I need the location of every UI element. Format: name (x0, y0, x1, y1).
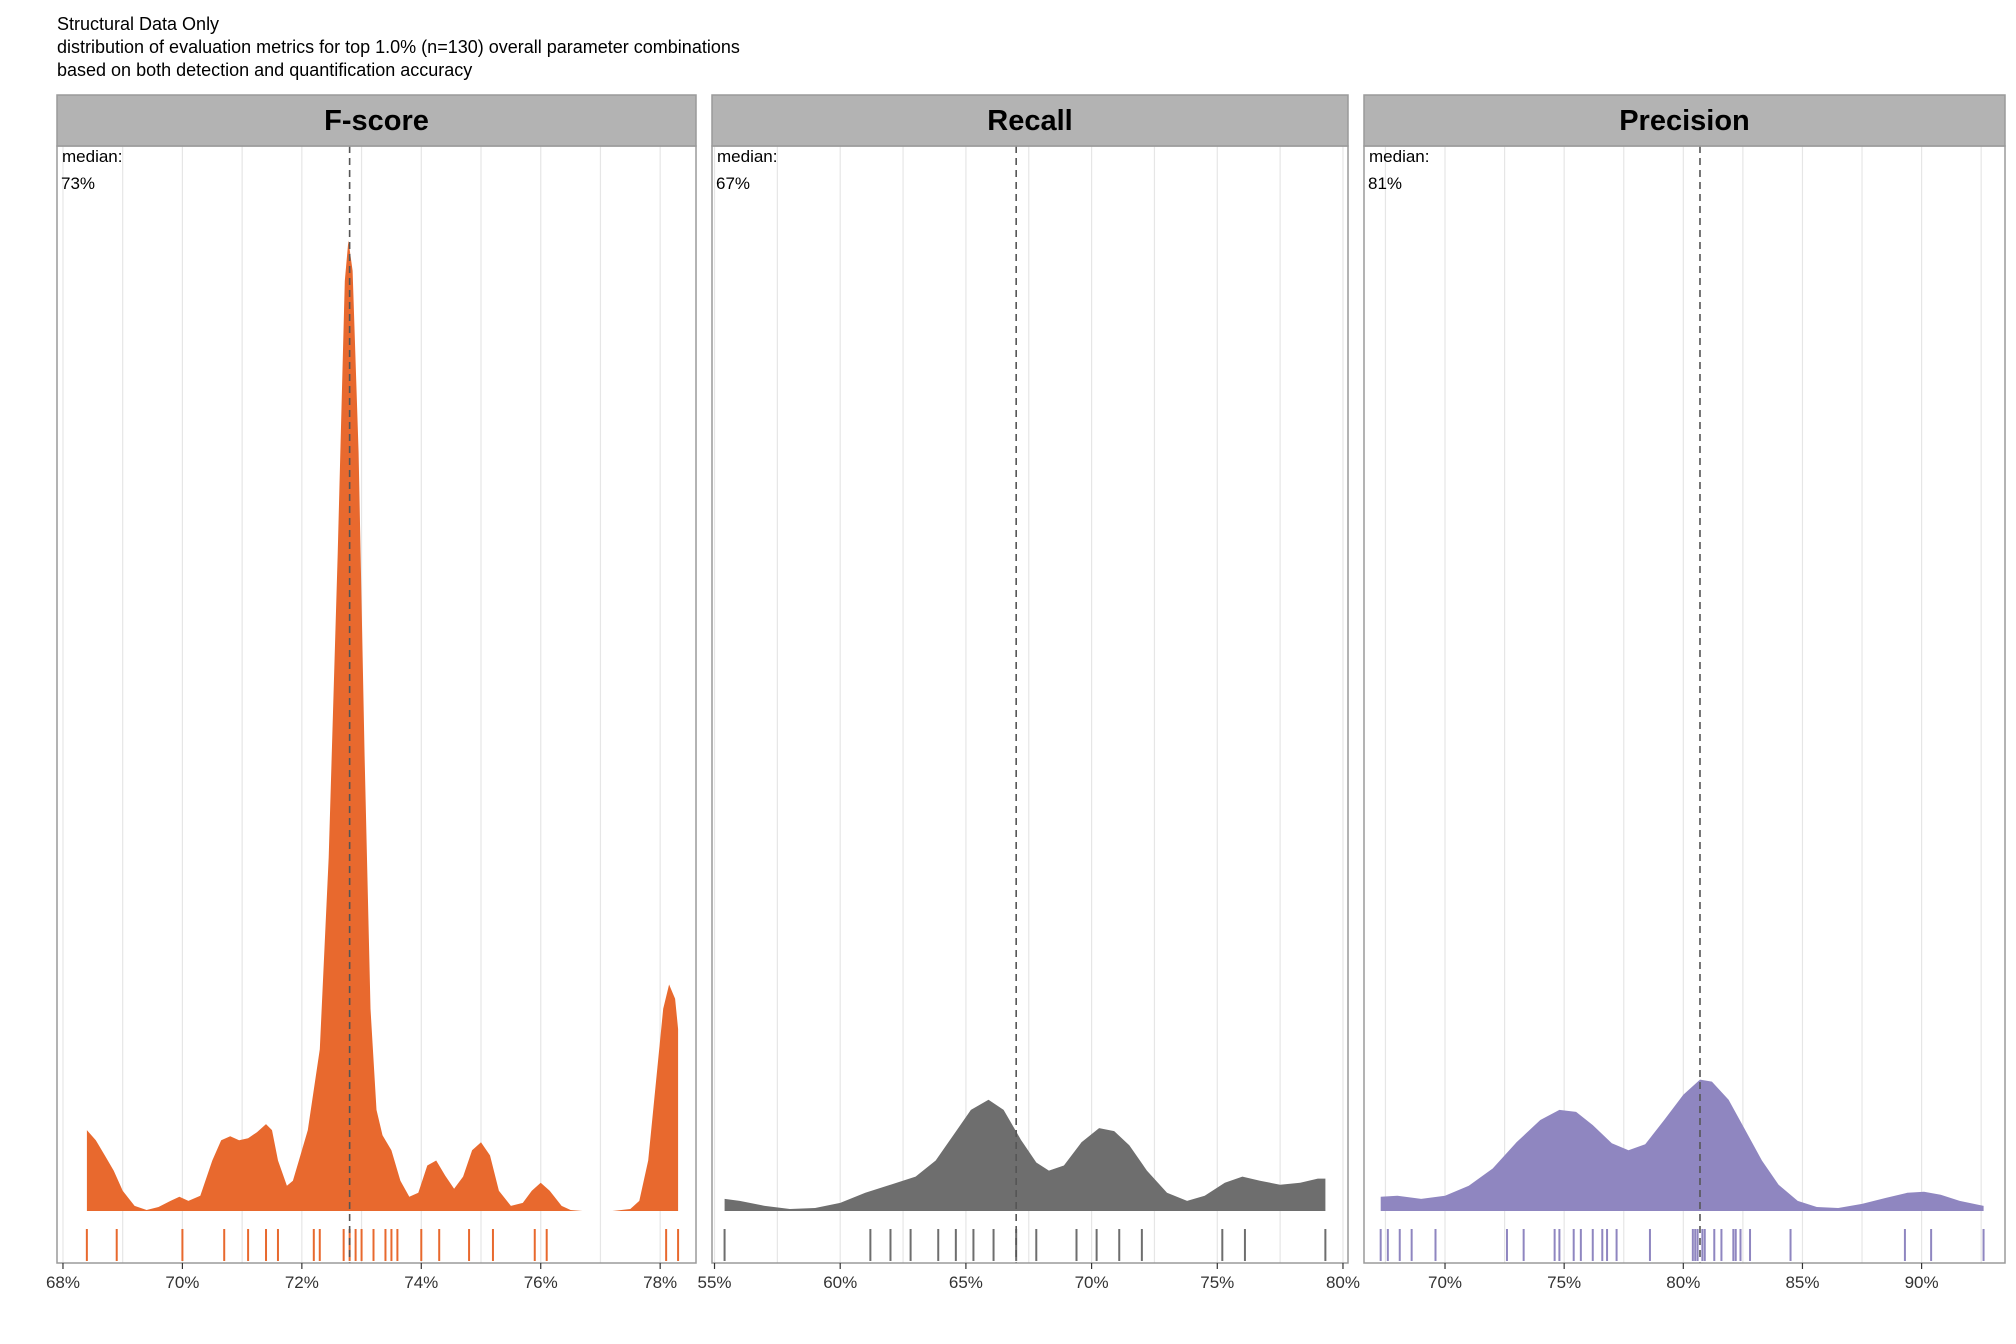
strip-label: Recall (987, 105, 1072, 137)
x-tick-label: 60% (823, 1273, 857, 1292)
x-tick-label: 80% (1666, 1273, 1700, 1292)
chart-subtitle-2: based on both detection and quantificati… (57, 60, 473, 80)
plot-area (1364, 146, 2005, 1263)
median-value: 67% (716, 174, 750, 193)
median-label: median: (62, 147, 122, 166)
plot-area (712, 146, 1348, 1263)
x-tick-label: 70% (1075, 1273, 1109, 1292)
panel-recall: median: 67% Recall 55% 60% 65% 70% 75% 80% (697, 94, 1360, 1292)
median-value: 81% (1368, 174, 1402, 193)
panel-f-score: median: 73% F-score 68% 70% 72% 74% 76% 78% (46, 94, 697, 1292)
x-tick-label: 55% (697, 1273, 731, 1292)
strip-header (1363, 94, 2006, 147)
x-tick-label: 65% (949, 1273, 983, 1292)
median-label: median: (717, 147, 777, 166)
strip-header (56, 94, 697, 147)
strip-label: F-score (324, 105, 429, 137)
x-tick-label: 72% (285, 1273, 319, 1292)
x-tick-label: 74% (404, 1273, 438, 1292)
plot-area (57, 146, 696, 1263)
chart-title-block: Structural Data Only distribution of eva… (57, 13, 740, 82)
chart-title: Structural Data Only (57, 14, 220, 34)
x-tick-label: 68% (46, 1273, 80, 1292)
x-tick-label: 85% (1785, 1273, 1819, 1292)
panel-precision: median: 81% Precision 70% 75% 80% 85% 90% (1363, 94, 2006, 1292)
x-tick-label: 75% (1200, 1273, 1234, 1292)
strip-header (711, 94, 1349, 147)
x-tick-label: 80% (1326, 1273, 1360, 1292)
median-value: 73% (61, 174, 95, 193)
density-area (1380, 1079, 1984, 1211)
strip-label: Precision (1619, 105, 1750, 137)
density-area (724, 1099, 1326, 1211)
median-label: median: (1369, 147, 1429, 166)
x-tick-label: 75% (1547, 1273, 1581, 1292)
chart-subtitle-1: distribution of evaluation metrics for t… (57, 37, 740, 57)
x-tick-label: 70% (165, 1273, 199, 1292)
x-tick-label: 76% (524, 1273, 558, 1292)
x-tick-label: 70% (1428, 1273, 1462, 1292)
x-tick-label: 78% (643, 1273, 677, 1292)
x-tick-label: 90% (1905, 1273, 1939, 1292)
